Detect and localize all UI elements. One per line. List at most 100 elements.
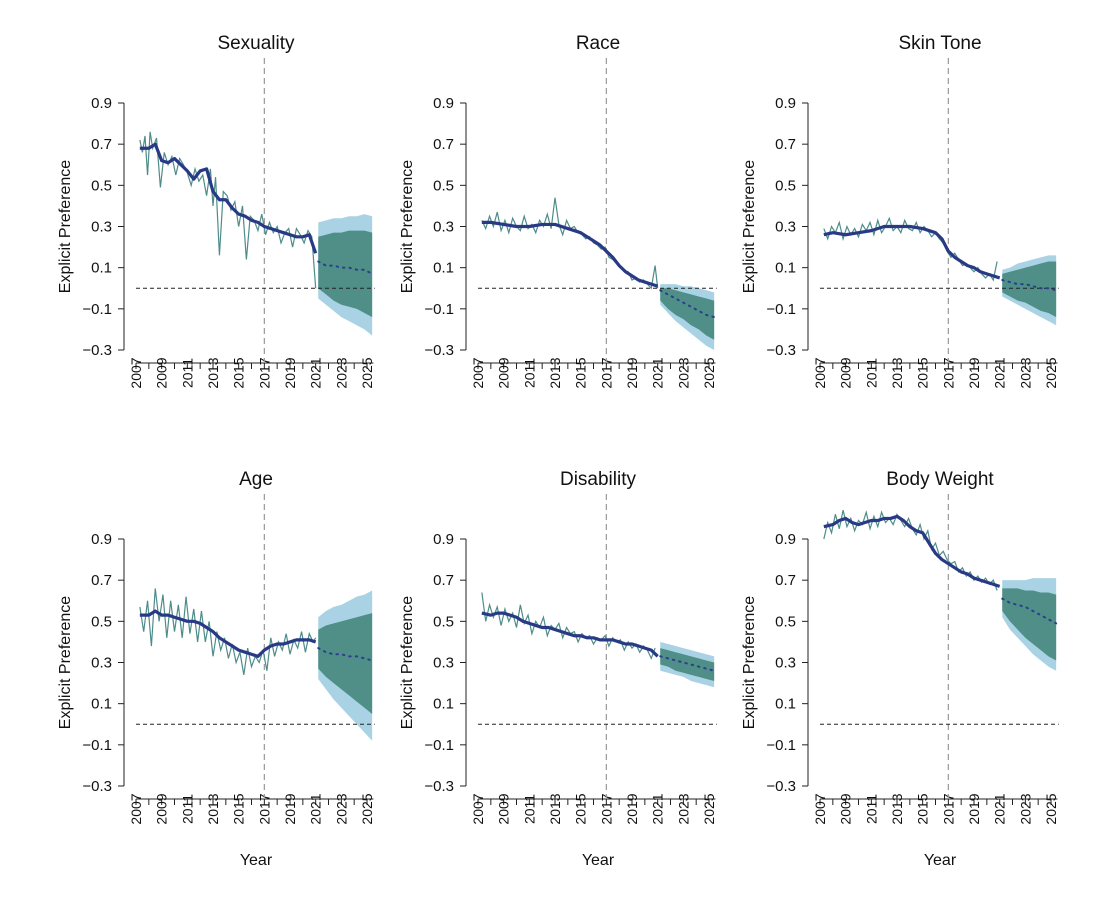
x-tick-label: 2019 [966, 357, 982, 388]
x-tick-label: 2021 [992, 793, 1008, 824]
y-tick-label: 0.3 [433, 219, 454, 236]
x-tick-label: 2015 [573, 793, 589, 824]
x-tick-label: 2025 [701, 793, 717, 824]
chart-panel: Skin Tone Explicit Preference 0.9 0.7 0.5 0.3… [741, 33, 1059, 389]
x-tick-label: 2007 [470, 793, 486, 824]
x-tick-label: 2019 [282, 793, 298, 824]
y-tick-label: 0.3 [775, 219, 796, 236]
y-tick-label: −0.3 [424, 778, 454, 795]
x-tick-label: 2011 [863, 794, 879, 824]
y-tick-label: 0.5 [775, 613, 796, 630]
x-tick-label: 2015 [573, 357, 589, 388]
x-tick-label: 2019 [966, 793, 982, 824]
x-tick-label: 2011 [521, 358, 537, 388]
y-tick-label: −0.1 [82, 301, 112, 318]
x-tick-label: 2011 [179, 358, 195, 388]
forecast-mean-line [659, 655, 716, 672]
x-tick-label: 2011 [863, 358, 879, 388]
y-tick-label: 0.3 [91, 655, 112, 672]
x-tick-label: 2009 [838, 793, 854, 824]
x-tick-label: 2013 [205, 357, 221, 388]
y-tick-label: 0.1 [433, 260, 454, 277]
x-tick-label: 2025 [1043, 357, 1059, 388]
chart-panel: Sexuality Explicit Preference 0.9 0.7 0.5 0.3… [57, 33, 375, 389]
raw-series-line [139, 131, 317, 289]
x-tick-label: 2015 [231, 357, 247, 388]
raw-series-line [139, 588, 317, 675]
forecast-band-inner [660, 648, 715, 682]
y-tick-label: 0.1 [91, 260, 112, 277]
x-tick-label: 2009 [154, 357, 170, 388]
y-tick-label: 0.5 [91, 613, 112, 630]
y-tick-label: −0.3 [82, 778, 112, 795]
x-tick-label: 2017 [940, 357, 956, 388]
y-tick-label: 0.9 [433, 531, 454, 548]
y-tick-label: −0.3 [766, 778, 796, 795]
x-axis-label: Year [240, 852, 273, 869]
x-tick-label: 2013 [889, 793, 905, 824]
x-axis-label: Year [924, 852, 957, 869]
y-tick-label: 0.3 [433, 655, 454, 672]
x-tick-label: 2025 [359, 357, 375, 388]
chart-title: Sexuality [217, 33, 295, 54]
y-axis-label: Explicit Preference [399, 596, 416, 729]
x-tick-label: 2007 [812, 793, 828, 824]
x-tick-label: 2013 [889, 357, 905, 388]
x-tick-label: 2009 [496, 793, 512, 824]
y-tick-label: −0.1 [424, 737, 454, 754]
chart-panel: Disability Explicit Preference Year 0.9 0.7 0… [399, 469, 717, 869]
chart-panel: Age Explicit Preference Year 0.9 0.7 0.5 0.3 0.… [57, 469, 375, 869]
x-tick-label: 2017 [256, 357, 272, 388]
y-tick-label: 0.1 [775, 696, 796, 713]
y-tick-label: 0.1 [775, 260, 796, 277]
y-tick-label: 0.5 [433, 613, 454, 630]
smoothed-series-line [481, 611, 659, 658]
x-tick-label: 2007 [812, 357, 828, 388]
smoothed-series-line [823, 514, 1001, 588]
y-tick-label: −0.1 [766, 301, 796, 318]
y-axis-label: Explicit Preference [57, 596, 74, 729]
y-tick-label: 0.9 [91, 531, 112, 548]
chart-panel: Body Weight Explicit Preference Year 0.9 0.7… [741, 469, 1059, 869]
forecast-mean-line [317, 260, 374, 275]
x-tick-label: 2023 [675, 793, 691, 824]
y-tick-label: 0.9 [91, 95, 112, 112]
chart-title: Skin Tone [898, 33, 981, 54]
y-tick-label: 0.3 [775, 655, 796, 672]
y-tick-label: 0.5 [775, 177, 796, 194]
y-tick-label: −0.1 [82, 737, 112, 754]
y-tick-label: 0.1 [91, 696, 112, 713]
y-axis-label: Explicit Preference [741, 160, 758, 293]
x-tick-label: 2023 [333, 357, 349, 388]
chart-panel: Race Explicit Preference 0.9 0.7 0.5 0.3 0.1 −0… [399, 33, 717, 389]
raw-series-line [481, 592, 656, 660]
x-tick-label: 2019 [624, 357, 640, 388]
x-tick-label: 2017 [598, 357, 614, 388]
chart-title: Age [239, 469, 273, 490]
x-tick-label: 2015 [231, 793, 247, 824]
chart-title: Body Weight [886, 469, 994, 490]
y-tick-label: 0.5 [433, 177, 454, 194]
forecast-mean-line [317, 647, 374, 662]
x-tick-label: 2017 [940, 793, 956, 824]
y-tick-label: 0.7 [91, 136, 112, 153]
y-tick-label: −0.1 [424, 301, 454, 318]
x-tick-label: 2021 [992, 357, 1008, 388]
x-tick-label: 2021 [650, 357, 666, 388]
x-tick-label: 2011 [179, 794, 195, 824]
y-tick-label: −0.3 [82, 342, 112, 359]
x-tick-label: 2025 [1043, 793, 1059, 824]
forecast-band-inner [660, 288, 715, 340]
y-tick-label: 0.7 [91, 572, 112, 589]
y-tick-label: −0.3 [766, 342, 796, 359]
x-tick-label: 2009 [154, 793, 170, 824]
y-tick-label: 0.5 [91, 177, 112, 194]
forecast-band-inner [1002, 261, 1057, 318]
smoothed-series-line [481, 220, 659, 288]
x-tick-label: 2007 [470, 357, 486, 388]
y-tick-label: 0.7 [775, 136, 796, 153]
y-tick-label: 0.9 [775, 95, 796, 112]
y-tick-label: 0.3 [91, 219, 112, 236]
x-tick-label: 2023 [1017, 793, 1033, 824]
y-tick-label: 0.7 [433, 136, 454, 153]
